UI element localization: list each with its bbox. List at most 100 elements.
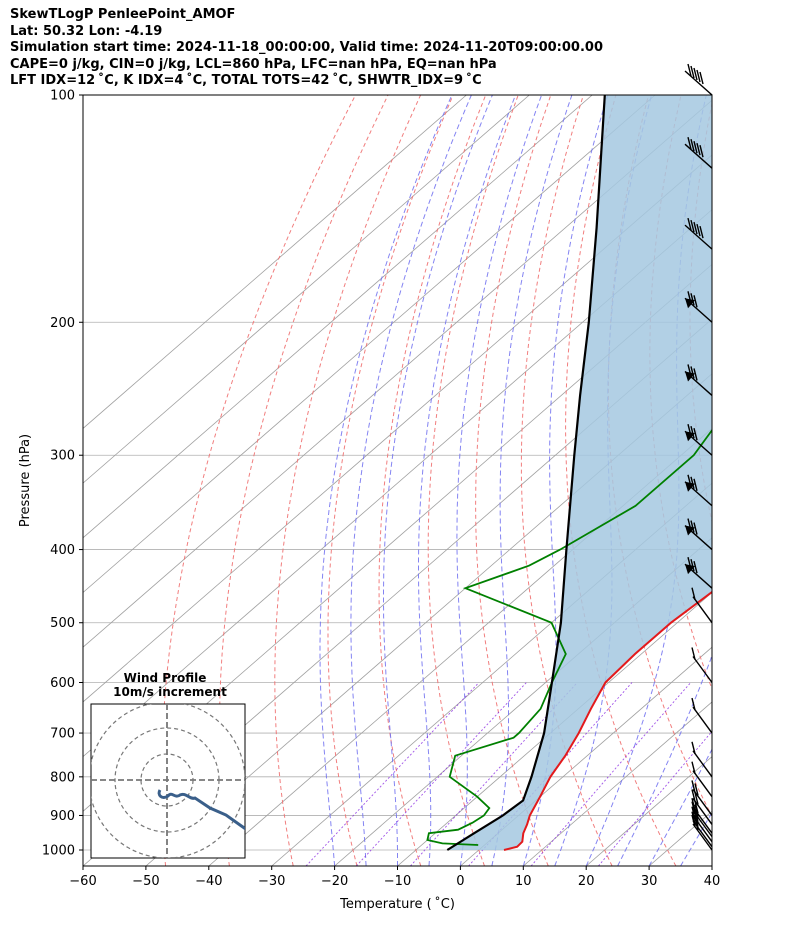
wind-barb-flag [691,741,696,755]
wind-barb-flag [693,428,698,441]
wind-barb-staff [692,706,713,734]
wind-barb [691,647,713,683]
wind-barb-flag [691,798,696,811]
wind-barb-flag [690,559,695,572]
wind-barb-flag [694,783,699,796]
wind-barb-flag [690,293,695,306]
moist-adiabat-line [456,95,543,866]
wind-barb [691,741,713,778]
x-tick-label: −10 [384,874,411,889]
wind-barb [684,518,713,551]
y-tick-label: 500 [50,616,75,631]
station-coordinates: Lat: 50.32 Lon: -4.19 [10,23,163,39]
wind-barb-flag [691,697,696,711]
hodograph-box [90,703,246,859]
dry-adiabat-line [427,95,519,866]
wind-barb-flag [699,225,704,239]
x-tick-label: 20 [578,874,595,889]
temperature-line [503,590,712,851]
y-tick-label: 900 [50,809,75,824]
wind-barb-flag [687,557,692,570]
axes: −60 −50 −40 −30 −20 −10 0 10 20 30 40 1000 900 800 700… [18,89,720,913]
dry-adiabat-line [274,95,422,866]
y-tick-label: 1000 [42,844,75,859]
isotherm-line [83,95,593,539]
wind-barb-flag [693,295,698,308]
x-tick-label: −20 [321,874,348,889]
isotherm-line [83,95,530,484]
wind-barb [684,136,713,169]
wind-barb-staff [692,820,713,848]
wind-barb-flag [694,804,699,817]
x-axis-label: Temperature ( ˚C) [339,896,455,912]
chart-title: SkewTLogP PenleePoint_AMOF [10,7,236,22]
wind-barb-flag [691,789,696,802]
wind-barbs [684,63,713,851]
hodograph-subtitle: 10m/s increment [113,685,227,699]
wind-barb-staff [692,810,713,838]
hodograph-trace [157,789,245,831]
y-tick-label: 100 [50,89,75,104]
wind-barb-staff [692,770,713,798]
isotherm-line [334,537,712,866]
dry-adiabat-line [767,95,794,866]
wind-barb [691,780,713,816]
simulation-times: Simulation start time: 2024-11-18_00:00:… [10,40,603,55]
dry-adiabat-line [520,95,613,866]
thermodynamic-indices: LFT IDX=12 ˚C, K IDX=4 ˚C, TOTAL TOTS=42… [10,73,482,88]
wind-barb-flag [690,520,695,533]
wind-barb-flag [687,63,692,77]
wind-barb-flag [693,67,698,81]
mixing-ratio-line [305,682,480,866]
wind-barb-flag [690,426,695,439]
wind-barb-flag [691,761,696,774]
x-tick-label: 10 [515,874,532,889]
mixing-ratio-line [355,682,527,866]
wind-barb [684,63,713,96]
y-tick-label: 200 [50,316,75,331]
wind-barb-flag [694,801,699,814]
wind-barb-flag [687,474,692,487]
dry-adiabat-line [729,95,794,866]
chart-header: SkewTLogP PenleePoint_AMOF Lat: 50.32 Lo… [10,7,603,90]
wind-barb-flag [693,561,698,574]
wind-barb-flag [690,366,695,379]
wind-barb-flag [693,140,698,154]
hodograph-content [91,704,245,858]
wind-barb-flag [691,806,696,819]
wind-barb-flag [696,223,701,237]
dewpoint-line [426,428,712,846]
wind-barb-staff [692,798,713,825]
wind-barb [684,217,713,250]
isotherm-line [711,865,712,866]
wind-barb-flag [693,522,698,535]
wind-barb-flag [687,424,692,437]
dry-adiabat-line [378,95,487,866]
wind-barb-flag [699,71,704,85]
wind-barb-staff [692,815,713,843]
isotherm-line [271,482,712,866]
cape-cin-fill [447,95,712,850]
wind-barb [691,761,713,798]
x-tick-label: 0 [456,874,464,889]
x-tick-label: −40 [195,874,222,889]
wind-barb-staff [684,143,713,169]
profile-series [426,95,712,851]
isotherm-line [83,99,712,648]
x-tick-label: 40 [704,874,721,889]
wind-barb-staff [692,656,713,683]
wind-barb-flag [696,142,701,156]
wind-barb-flag [687,518,692,531]
wind-barb-staff [684,224,713,250]
wind-barb-flag [690,476,695,489]
wind-barb-staff [692,789,713,816]
wind-barb-flag [693,368,698,381]
moist-adiabat-line [711,865,712,866]
wind-barb-flag [691,811,696,824]
wind-barb-flag [687,364,692,377]
wind-barb [691,798,713,834]
y-tick-label: 600 [50,676,75,691]
isotherm-line [83,95,656,594]
mixing-ratio-line [530,682,692,866]
